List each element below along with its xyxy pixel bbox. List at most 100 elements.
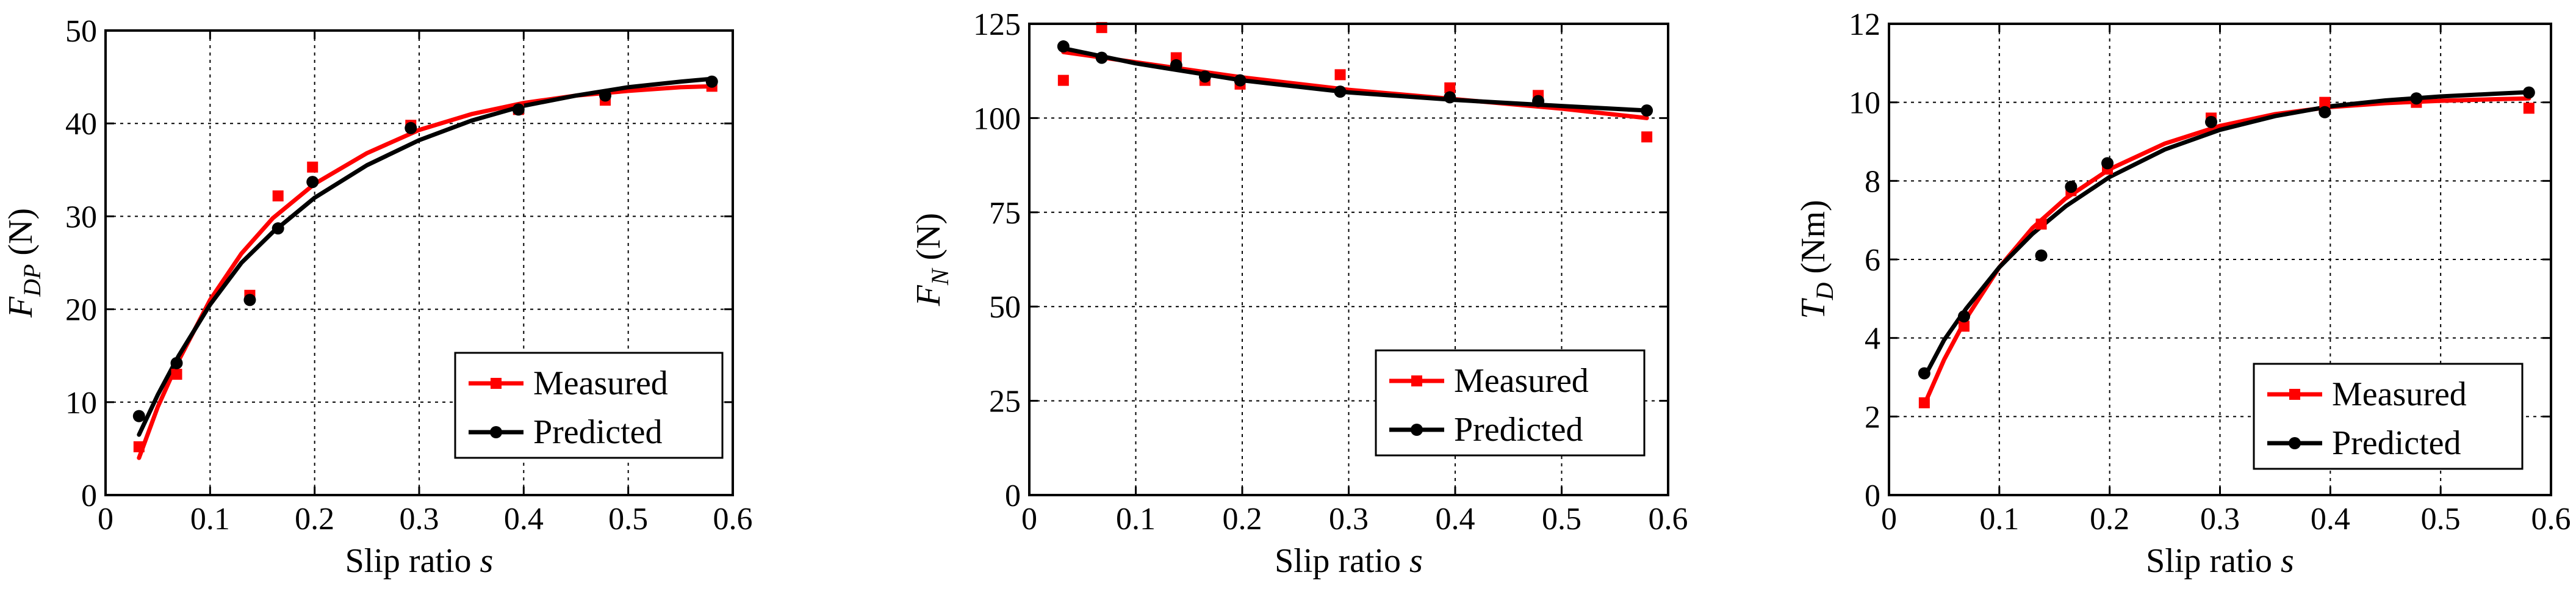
x-tick-label: 0.3 xyxy=(1329,502,1369,537)
chart-normal-force: 0 0.1 0.2 0.3 0.4 0.5 0.6 0 25 50 75 100 125 Slip rat… xyxy=(910,7,1688,580)
x-axis-label: Slip ratio s xyxy=(2146,542,2294,580)
predicted-data-point xyxy=(2065,180,2078,193)
legend-marker-measured xyxy=(2289,389,2300,400)
x-tick-label: 0.4 xyxy=(1436,502,1475,537)
measured-data-point xyxy=(272,190,284,201)
predicted-data-point xyxy=(1198,70,1211,83)
predicted-data-point xyxy=(405,121,417,134)
measured-data-point xyxy=(1918,397,1930,408)
y-axis-label-subscript: D xyxy=(1811,283,1838,301)
y-axis-label: TD (Nm) xyxy=(1794,200,1838,319)
y-axis-label-var: F xyxy=(910,284,948,306)
predicted-data-point xyxy=(2035,249,2048,262)
y-tick-label: 125 xyxy=(973,7,1021,42)
x-axis-label: Slip ratio s xyxy=(345,542,494,580)
x-tick-label: 0.2 xyxy=(1223,502,1262,537)
chart-driving-torque: 0 0.1 0.2 0.3 0.4 0.5 0.6 0 2 4 6 8 10 12 Slip ratio s… xyxy=(1794,7,2571,580)
x-tick-label: 0.5 xyxy=(608,502,648,537)
chart-drawbar-pull: 0 0.1 0.2 0.3 0.4 0.5 0.6 0 10 20 30 40 50 Slip ratio… xyxy=(2,14,753,580)
y-tick-label: 0 xyxy=(1865,479,1880,513)
predicted-data-point xyxy=(2522,86,2535,99)
y-tick-label: 40 xyxy=(65,107,97,142)
predicted-data-point xyxy=(1334,85,1347,98)
measured-data-point xyxy=(2523,103,2535,114)
measured-data-point xyxy=(1958,320,1970,332)
predicted-data-point xyxy=(1057,40,1070,53)
measured-data-point xyxy=(1334,69,1346,81)
x-axis-label-text: Slip ratio xyxy=(1275,542,1409,580)
legend-label-predicted: Predicted xyxy=(2332,424,2461,462)
predicted-data-point xyxy=(705,75,718,88)
y-tick-label: 0 xyxy=(81,479,97,513)
x-tick-label: 0.4 xyxy=(504,502,544,537)
predicted-data-point xyxy=(243,294,256,306)
legend-label-predicted: Predicted xyxy=(533,413,662,451)
predicted-data-point xyxy=(2410,92,2423,105)
x-tick-label: 0.3 xyxy=(400,502,439,537)
predicted-data-point xyxy=(1641,104,1653,117)
predicted-data-point xyxy=(512,103,525,116)
predicted-fit-line xyxy=(137,76,714,437)
x-axis-label-text: Slip ratio xyxy=(345,542,480,580)
predicted-data-point xyxy=(2101,157,2114,170)
legend-label-predicted: Predicted xyxy=(1454,411,1583,449)
predicted-data-point xyxy=(170,356,183,369)
x-tick-label: 0 xyxy=(1881,502,1897,537)
legend-box xyxy=(2253,363,2524,470)
predicted-data-point xyxy=(1444,91,1456,104)
predicted-fit-line xyxy=(1922,90,2531,380)
y-axis-label-unit: (N) xyxy=(910,213,948,269)
predicted-data-point xyxy=(1095,51,1108,64)
measured-fit-line xyxy=(1061,49,1649,120)
predicted-data-point xyxy=(1234,74,1247,87)
y-tick-label: 4 xyxy=(1865,322,1880,356)
x-axis-label-var: s xyxy=(1409,542,1423,580)
x-tick-label: 0.1 xyxy=(1116,502,1156,537)
predicted-data-point xyxy=(1170,59,1182,71)
y-tick-label: 0 xyxy=(1005,479,1021,513)
x-tick-label: 0.6 xyxy=(1649,502,1688,537)
measured-data-point xyxy=(133,441,145,452)
measured-data-point xyxy=(2319,96,2331,108)
legend-box xyxy=(1375,349,1646,457)
y-tick-label: 10 xyxy=(1849,86,1880,121)
y-tick-label: 50 xyxy=(989,290,1021,325)
y-axis-label-subscript: DP xyxy=(18,264,46,297)
y-axis-label-var: T xyxy=(1794,298,1832,319)
measured-data-point xyxy=(1444,82,1456,93)
predicted-data-point xyxy=(2205,115,2218,128)
y-axis-label-unit: (Nm) xyxy=(1794,200,1832,282)
y-tick-label: 75 xyxy=(989,196,1021,231)
predicted-data-point xyxy=(2319,106,2331,118)
y-tick-label: 25 xyxy=(989,385,1021,419)
x-tick-label: 0.5 xyxy=(1542,502,1581,537)
y-tick-label: 12 xyxy=(1849,7,1880,42)
legend-label-measured: Measured xyxy=(533,364,668,402)
legend: Measured Predicted xyxy=(454,352,724,459)
measured-data-point xyxy=(307,161,318,173)
x-tick-label: 0.5 xyxy=(2421,502,2461,537)
y-tick-label: 8 xyxy=(1865,164,1880,199)
x-tick-label: 0 xyxy=(1021,502,1037,537)
y-axis-label: FDP (N) xyxy=(2,208,46,318)
legend-marker-measured xyxy=(491,378,502,389)
legend-label-measured: Measured xyxy=(2332,375,2467,413)
measured-data-point xyxy=(171,369,182,380)
predicted-data-point xyxy=(132,410,145,422)
legend-marker-predicted xyxy=(1411,424,1423,436)
predicted-data-point xyxy=(1957,310,1970,323)
legend-marker-measured xyxy=(1411,375,1422,386)
x-tick-label: 0.1 xyxy=(190,502,230,537)
measured-data-point xyxy=(1641,131,1653,143)
y-axis-label-subscript: N xyxy=(926,267,954,286)
measured-data-point xyxy=(1057,74,1069,86)
x-tick-label: 0.3 xyxy=(2200,502,2240,537)
y-tick-label: 20 xyxy=(65,293,97,328)
x-axis-label-text: Slip ratio xyxy=(2146,542,2281,580)
x-axis-label-var: s xyxy=(2281,542,2294,580)
predicted-data-point xyxy=(1532,95,1545,107)
measured-data-point xyxy=(2035,219,2047,230)
legend: Measured Predicted xyxy=(2253,363,2524,470)
y-axis-label: FN (N) xyxy=(910,213,954,307)
